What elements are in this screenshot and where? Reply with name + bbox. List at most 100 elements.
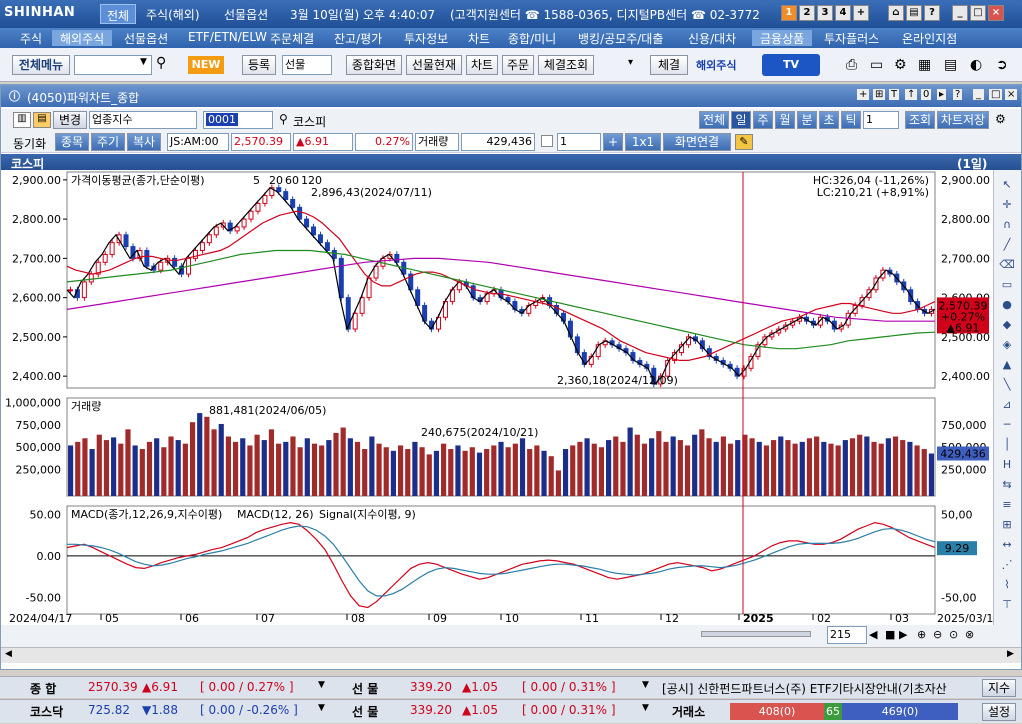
count-select[interactable]: 1: [557, 133, 601, 151]
horizontal-line-icon[interactable]: ─: [1003, 418, 1011, 431]
chevron-down-icon[interactable]: ▼: [140, 57, 147, 67]
panel-copy-icon[interactable]: ▸: [937, 89, 947, 100]
panel-pin-icon[interactable]: ↑: [905, 89, 918, 100]
search-icon[interactable]: ⚲: [156, 55, 167, 71]
grid-button[interactable]: 1x1: [625, 133, 661, 151]
window-icon[interactable]: ▤: [944, 57, 958, 73]
scroll-left-arrow-icon[interactable]: ◀: [5, 649, 12, 659]
range-tool-icon[interactable]: ↔: [1002, 538, 1012, 551]
cursor-tool-icon[interactable]: ↖: [1002, 178, 1012, 191]
delete-tool-icon[interactable]: ◈: [1002, 338, 1012, 351]
execution-button[interactable]: 체결: [650, 55, 688, 75]
add-screen-button[interactable]: +: [853, 5, 869, 21]
panel-zero-icon[interactable]: 0: [921, 89, 932, 100]
horizontal-scrollbar[interactable]: ◀ ▶: [1, 647, 1021, 663]
code-input[interactable]: 0001: [203, 111, 273, 129]
chart-type-icon[interactable]: ▤: [33, 112, 51, 128]
period-week[interactable]: 주: [753, 111, 773, 129]
layout-icon[interactable]: ▦: [918, 57, 932, 73]
num-button-1[interactable]: 1: [781, 5, 797, 21]
crosshair-tool-icon[interactable]: ✛: [1002, 198, 1012, 211]
menu-summary[interactable]: 종합/미니: [508, 32, 557, 46]
menu-order[interactable]: 주문체결: [270, 32, 315, 46]
settings-icon[interactable]: ⚙: [995, 112, 1006, 126]
trend-line-icon[interactable]: ╲: [1003, 378, 1011, 391]
tab-stock-overseas[interactable]: 주식(해외): [146, 8, 200, 22]
exit-icon[interactable]: ➲: [996, 57, 1008, 73]
category-select[interactable]: 업종지수: [89, 111, 197, 129]
home-icon[interactable]: ⌂: [888, 5, 904, 21]
print-icon[interactable]: ▤: [906, 5, 922, 21]
screen-icon[interactable]: ▭: [870, 57, 884, 73]
query-button[interactable]: 조회: [905, 111, 935, 129]
eraser-tool-icon[interactable]: ⌫: [999, 258, 1015, 271]
menu-etf[interactable]: ETF/ETN/ELW: [188, 30, 267, 44]
menu-invest-info[interactable]: 투자정보: [404, 32, 449, 46]
panel-link-icon[interactable]: ⊞: [873, 89, 886, 100]
ruler-tool-icon[interactable]: ▭: [1001, 278, 1013, 291]
close-icon[interactable]: ×: [988, 5, 1004, 21]
tab-all[interactable]: 전체: [100, 4, 137, 24]
exec-query-button[interactable]: 체결조회: [538, 55, 594, 75]
add-chart-button[interactable]: +: [603, 133, 623, 151]
scroll-right-arrow-icon[interactable]: ▶: [1007, 649, 1014, 659]
magnet-tool-icon[interactable]: ∩: [1002, 218, 1012, 231]
sync-copy-tab[interactable]: 복사: [127, 133, 161, 151]
menu-overseas-stock[interactable]: 해외주식: [52, 30, 113, 46]
maximize-icon[interactable]: □: [970, 5, 986, 21]
num-button-2[interactable]: 2: [799, 5, 815, 21]
sync-period-tab[interactable]: 주기: [91, 133, 125, 151]
menu-credit[interactable]: 신용/대차: [688, 32, 737, 46]
menu-balance[interactable]: 잔고/평가: [334, 32, 383, 46]
zoom-fit-icon[interactable]: ⊗: [965, 628, 975, 641]
num-button-3[interactable]: 3: [817, 5, 833, 21]
summary-screen-button[interactable]: 종합화면: [346, 55, 402, 75]
futures-current-button[interactable]: 선물현재: [406, 55, 462, 75]
scroll-right-icon[interactable]: ▶: [899, 628, 908, 641]
lock-icon[interactable]: ◐: [970, 57, 983, 73]
period-all[interactable]: 전체: [699, 111, 729, 129]
menu-banking[interactable]: 뱅킹/공모주/대출: [578, 32, 664, 46]
gear-icon[interactable]: ⚙: [894, 57, 907, 73]
zoom-value[interactable]: 215: [827, 626, 867, 644]
channel-tool-icon[interactable]: ⊿: [1002, 398, 1012, 411]
menu-stock[interactable]: 주식: [20, 32, 43, 46]
index-button[interactable]: 지수: [982, 679, 1016, 697]
checkbox[interactable]: [541, 135, 553, 147]
line-tool-icon[interactable]: ╱: [1003, 238, 1011, 251]
chart-button[interactable]: 차트: [466, 55, 498, 75]
chevron-down-icon[interactable]: ▼: [318, 703, 325, 713]
tv-button[interactable]: TV: [762, 54, 820, 76]
period-tick[interactable]: 틱: [841, 111, 861, 129]
notice-ticker[interactable]: [공시] 신한펀드파트너스(주) ETF기타시장안내(기초자산: [662, 682, 947, 696]
panel-help-icon[interactable]: ?: [953, 89, 963, 100]
printer-icon[interactable]: ⎙: [846, 57, 858, 73]
zoom-reset-icon[interactable]: ⊙: [949, 628, 959, 641]
period-minute[interactable]: 분: [797, 111, 817, 129]
zoom-slider[interactable]: [701, 631, 811, 637]
menu-financial-products[interactable]: 금융상품: [752, 30, 813, 46]
futures-select[interactable]: 선물: [282, 55, 332, 75]
text-tool-icon[interactable]: ⊤: [1002, 598, 1012, 611]
zoom-out-icon[interactable]: ⊖: [933, 628, 943, 641]
order-button[interactable]: 주문: [502, 55, 534, 75]
settings-button[interactable]: 설정: [982, 703, 1016, 721]
gann-tool-icon[interactable]: ⊞: [1002, 518, 1012, 531]
num-button-4[interactable]: 4: [835, 5, 851, 21]
arrow-tool-icon[interactable]: ⇆: [1002, 478, 1012, 491]
screen-link-button[interactable]: 화면연결: [663, 133, 731, 151]
help-icon[interactable]: ?: [924, 5, 940, 21]
period-month[interactable]: 월: [775, 111, 795, 129]
all-menu-button[interactable]: 전체메뉴: [12, 55, 70, 75]
menu-online-branch[interactable]: 온라인지점: [902, 32, 958, 46]
period-second[interactable]: 초: [819, 111, 839, 129]
fan-tool-icon[interactable]: ⋰: [1001, 558, 1013, 571]
scroll-stop-icon[interactable]: ■: [885, 628, 896, 641]
panel-close-icon[interactable]: ×: [1005, 89, 1018, 100]
panel-maximize-icon[interactable]: □: [989, 89, 1003, 100]
cycle-tool-icon[interactable]: ⌇: [1004, 578, 1010, 591]
panel-add-icon[interactable]: +: [857, 89, 870, 100]
fill-tool-icon[interactable]: ◆: [1002, 318, 1012, 331]
point-tool-icon[interactable]: ●: [1002, 298, 1012, 311]
chart-svg[interactable]: 2,900.00 2,900.00 2,800.00 2,800.00 2,700.00…: [1, 170, 1000, 625]
